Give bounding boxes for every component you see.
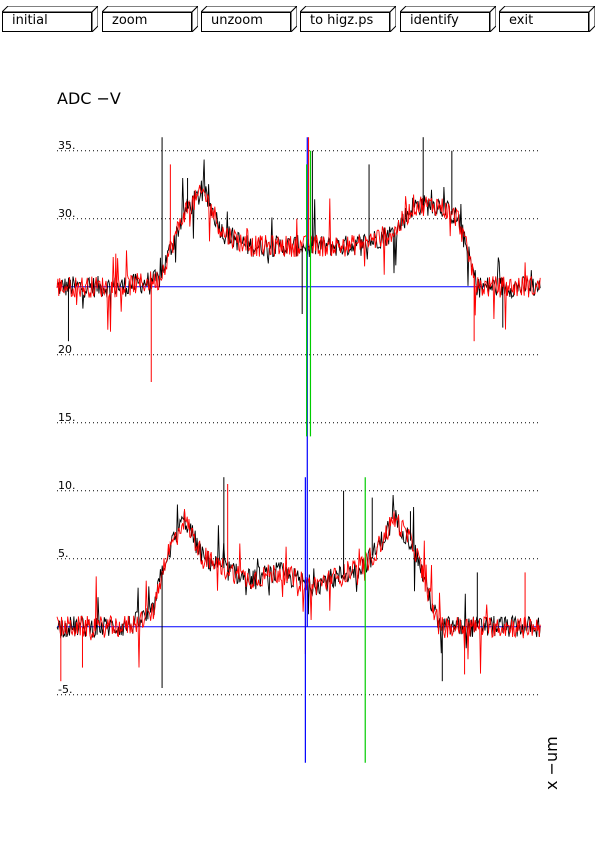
vertical-markers bbox=[304, 137, 366, 763]
horizontal-markers bbox=[57, 286, 541, 628]
y-tick-label: 10. bbox=[58, 479, 76, 492]
y-tick-label: 5. bbox=[58, 547, 69, 560]
zoom-button-label: zoom bbox=[112, 13, 148, 28]
unzoom-button[interactable]: unzoom bbox=[201, 6, 297, 32]
identify-button-label: identify bbox=[410, 13, 459, 28]
series-1-trace-0 bbox=[56, 494, 541, 654]
y-axis-label: ADC −V bbox=[57, 89, 121, 108]
exit-button[interactable]: exit bbox=[499, 6, 595, 32]
series-0-trace-1 bbox=[56, 184, 541, 332]
y-tick-label: 30. bbox=[58, 207, 76, 220]
series-group bbox=[56, 137, 541, 688]
x-axis-label: x −um bbox=[542, 736, 561, 790]
y-tick-label: 15. bbox=[58, 411, 76, 424]
exit-button-label: exit bbox=[509, 13, 534, 28]
grid bbox=[57, 150, 541, 696]
y-tick-label: 20 bbox=[58, 343, 72, 356]
zoom-button[interactable]: zoom bbox=[102, 6, 198, 32]
initial-button-label: initial bbox=[12, 13, 48, 28]
to-higz-ps-button[interactable]: to higz.ps bbox=[300, 6, 396, 32]
y-tick-label: 35. bbox=[58, 139, 76, 152]
tick-labels: 68.e369.e370.e371.e372.e373.e374.e375.e3… bbox=[58, 139, 76, 696]
initial-button[interactable]: initial bbox=[2, 6, 98, 32]
toolbar: initial zoom unzoom to higz.ps identify … bbox=[0, 0, 600, 36]
unzoom-button-label: unzoom bbox=[211, 13, 263, 28]
to-higz-ps-button-label: to higz.ps bbox=[310, 13, 374, 28]
series-1-trace-1 bbox=[56, 508, 541, 674]
identify-button[interactable]: identify bbox=[400, 6, 496, 32]
y-tick-label: -5. bbox=[58, 683, 72, 696]
